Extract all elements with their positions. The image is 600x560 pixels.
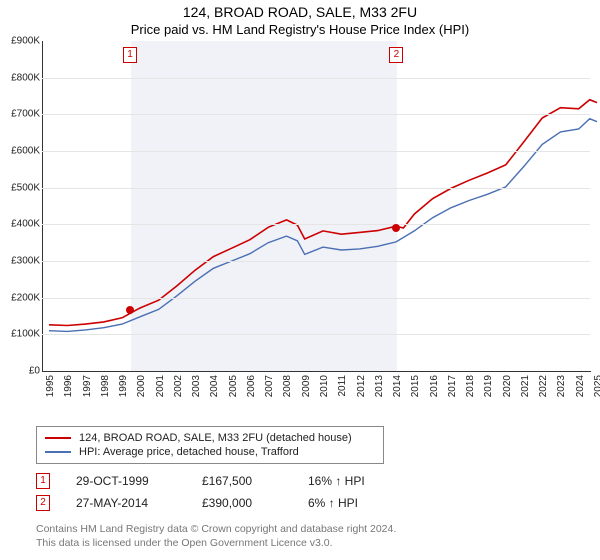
page-subtitle: Price paid vs. HM Land Registry's House … bbox=[0, 20, 600, 41]
x-tick-label: 2004 bbox=[209, 375, 220, 397]
x-tick-label: 2002 bbox=[173, 375, 184, 397]
legend-swatch bbox=[45, 437, 71, 439]
y-tick-label: £600K bbox=[11, 146, 40, 157]
transaction-row: 1 29-OCT-1999 £167,500 16% ↑ HPI bbox=[36, 470, 365, 492]
x-tick-label: 2017 bbox=[447, 375, 458, 397]
transaction-dot bbox=[392, 224, 400, 232]
y-tick-label: £0 bbox=[29, 366, 40, 377]
x-tick-label: 2016 bbox=[429, 375, 440, 397]
y-tick-label: £500K bbox=[11, 182, 40, 193]
x-tick-label: 2020 bbox=[502, 375, 513, 397]
y-gridline bbox=[42, 298, 590, 299]
y-gridline bbox=[42, 151, 590, 152]
x-tick-label: 2005 bbox=[228, 375, 239, 397]
x-tick-label: 2022 bbox=[538, 375, 549, 397]
y-tick-label: £400K bbox=[11, 219, 40, 230]
x-tick-label: 2024 bbox=[575, 375, 586, 397]
x-tick-label: 2011 bbox=[337, 375, 348, 397]
y-tick-label: £800K bbox=[11, 72, 40, 83]
y-gridline bbox=[42, 78, 590, 79]
y-tick-label: £300K bbox=[11, 256, 40, 267]
transactions-table: 1 29-OCT-1999 £167,500 16% ↑ HPI 2 27-MAY-201… bbox=[36, 470, 365, 514]
line-series-svg bbox=[49, 41, 597, 371]
legend-swatch bbox=[45, 451, 71, 453]
page-title: 124, BROAD ROAD, SALE, M33 2FU bbox=[0, 0, 600, 20]
x-tick-label: 1999 bbox=[118, 375, 129, 397]
transaction-index-box: 2 bbox=[36, 495, 50, 511]
x-tick-label: 2019 bbox=[483, 375, 494, 397]
x-tick-label: 2006 bbox=[246, 375, 257, 397]
x-tick-label: 2025 bbox=[593, 375, 600, 397]
y-tick-label: £900K bbox=[11, 36, 40, 47]
x-tick-label: 2009 bbox=[301, 375, 312, 397]
x-tick-label: 2021 bbox=[520, 375, 531, 397]
x-tick-label: 2023 bbox=[556, 375, 567, 397]
transaction-dot bbox=[126, 306, 134, 314]
y-gridline bbox=[42, 261, 590, 262]
transaction-date: 29-OCT-1999 bbox=[76, 474, 176, 488]
transaction-price: £390,000 bbox=[202, 496, 282, 510]
y-gridline bbox=[42, 188, 590, 189]
y-gridline bbox=[42, 114, 590, 115]
legend-item: HPI: Average price, detached house, Traf… bbox=[45, 445, 375, 459]
legend-item: 124, BROAD ROAD, SALE, M33 2FU (detached… bbox=[45, 431, 375, 445]
legend-label: HPI: Average price, detached house, Traf… bbox=[79, 446, 299, 458]
footer-line-2: This data is licensed under the Open Gov… bbox=[36, 536, 396, 550]
x-tick-label: 2010 bbox=[319, 375, 330, 397]
transaction-index-box: 1 bbox=[36, 473, 50, 489]
x-tick-label: 2013 bbox=[374, 375, 385, 397]
plot-region bbox=[42, 41, 591, 372]
y-tick-label: £700K bbox=[11, 109, 40, 120]
x-tick-label: 2014 bbox=[392, 375, 403, 397]
legend: 124, BROAD ROAD, SALE, M33 2FU (detached… bbox=[36, 426, 384, 464]
x-tick-label: 1996 bbox=[63, 375, 74, 397]
transaction-marker-box: 2 bbox=[389, 47, 403, 63]
x-tick-label: 2001 bbox=[155, 375, 166, 397]
footer-attribution: Contains HM Land Registry data © Crown c… bbox=[36, 522, 396, 550]
x-tick-label: 1997 bbox=[82, 375, 93, 397]
transaction-delta: 16% ↑ HPI bbox=[308, 474, 365, 488]
x-tick-label: 1998 bbox=[100, 375, 111, 397]
chart-area: £0£100K£200K£300K£400K£500K£600K£700K£80… bbox=[36, 41, 596, 409]
y-gridline bbox=[42, 224, 590, 225]
transaction-row: 2 27-MAY-2014 £390,000 6% ↑ HPI bbox=[36, 492, 365, 514]
series-line bbox=[49, 100, 597, 326]
transaction-marker-box: 1 bbox=[123, 47, 137, 63]
x-tick-label: 2012 bbox=[356, 375, 367, 397]
x-tick-label: 2015 bbox=[410, 375, 421, 397]
x-tick-label: 2003 bbox=[191, 375, 202, 397]
x-tick-label: 2018 bbox=[465, 375, 476, 397]
footer-line-1: Contains HM Land Registry data © Crown c… bbox=[36, 522, 396, 536]
x-tick-label: 2008 bbox=[282, 375, 293, 397]
figure-container: { "header": { "title": "124, BROAD ROAD,… bbox=[0, 0, 600, 560]
y-tick-label: £200K bbox=[11, 292, 40, 303]
legend-label: 124, BROAD ROAD, SALE, M33 2FU (detached… bbox=[79, 432, 352, 444]
y-gridline bbox=[42, 334, 590, 335]
x-tick-label: 1995 bbox=[45, 375, 56, 397]
x-tick-label: 2007 bbox=[264, 375, 275, 397]
y-tick-label: £100K bbox=[11, 329, 40, 340]
transaction-date: 27-MAY-2014 bbox=[76, 496, 176, 510]
transaction-delta: 6% ↑ HPI bbox=[308, 496, 358, 510]
x-tick-label: 2000 bbox=[136, 375, 147, 397]
transaction-price: £167,500 bbox=[202, 474, 282, 488]
